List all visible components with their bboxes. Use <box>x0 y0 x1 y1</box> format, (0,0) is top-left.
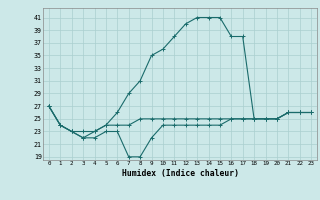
X-axis label: Humidex (Indice chaleur): Humidex (Indice chaleur) <box>122 169 238 178</box>
